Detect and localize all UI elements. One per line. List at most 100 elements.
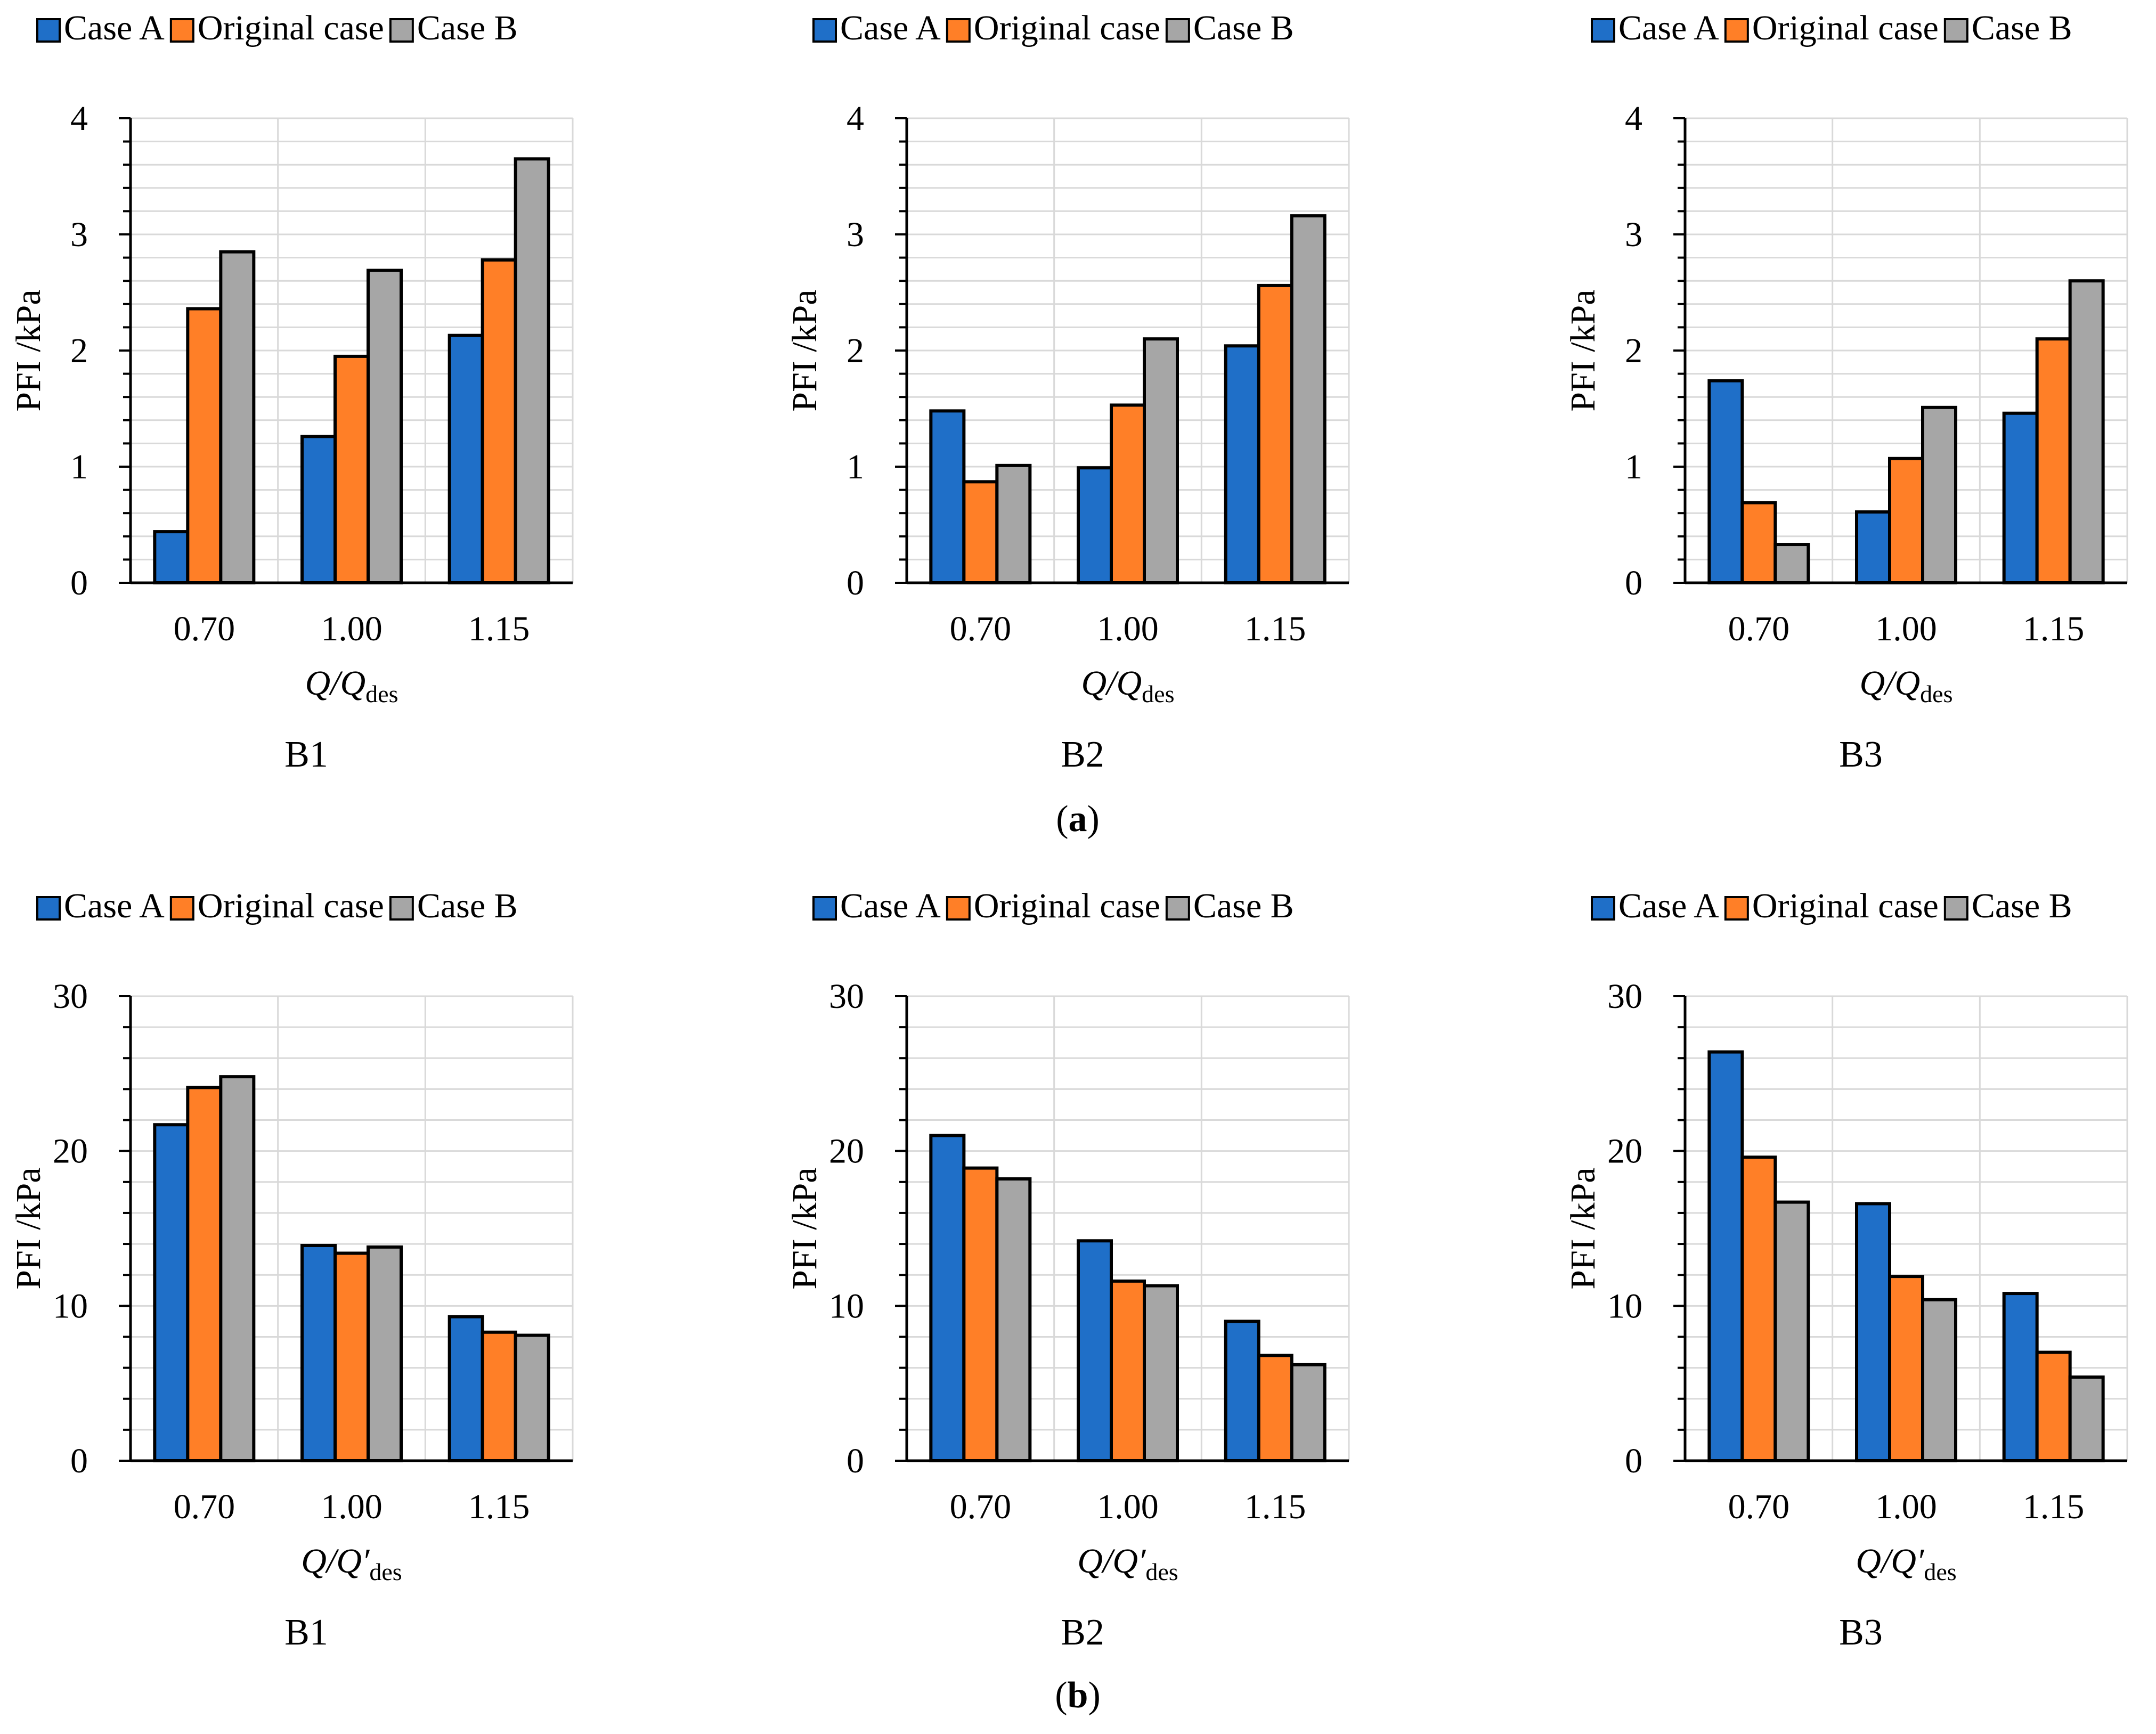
chart-a-b2: Case A Original case Case B 0 1 2 3 4 0.70 1.00 1.… xyxy=(785,9,1350,775)
legend: Case A Original case Case B xyxy=(1591,886,2072,925)
legend-swatch-1 xyxy=(1724,18,1749,43)
y-tick-label: 2 xyxy=(847,331,864,370)
bar-case-b-1.15 xyxy=(2068,1375,2105,1463)
legend-label-2: Case B xyxy=(1972,886,2072,925)
legend-swatch-0 xyxy=(812,18,837,43)
y-tick-label: 1 xyxy=(70,447,88,486)
bar-original-case-1.00 xyxy=(333,354,370,585)
legend-label-1: Original case xyxy=(198,9,384,47)
y-tick-label: 4 xyxy=(70,99,88,138)
x-tick-label: 1.15 xyxy=(1244,609,1306,648)
legend-label-2: Case B xyxy=(417,9,518,47)
y-axis-title: PFI /kPa xyxy=(785,289,824,411)
legend-swatch-1 xyxy=(946,896,971,921)
x-tick-label: 1.15 xyxy=(468,1487,530,1526)
chart-b-b2: Case A Original case Case B 0 10 20 30 0.70 1.00… xyxy=(785,886,1350,1653)
y-tick-label: 0 xyxy=(847,1442,864,1480)
chart-title: B2 xyxy=(1061,734,1104,775)
bar-case-b-0.70 xyxy=(995,1177,1032,1462)
bar-case-a-1.15 xyxy=(448,333,484,584)
y-tick-label: 30 xyxy=(53,977,88,1016)
x-tick-label: 1.15 xyxy=(2023,609,2085,648)
x-axis-title: Q/Q′des xyxy=(1077,1542,1178,1585)
x-tick-label: 0.70 xyxy=(950,609,1012,648)
bar-case-b-0.70 xyxy=(219,1075,256,1462)
y-tick-label: 2 xyxy=(1625,331,1642,370)
y-tick-label: 30 xyxy=(1607,977,1642,1016)
y-axis-title: PFI /kPa xyxy=(9,1167,48,1289)
bar-case-b-0.70 xyxy=(1773,1200,1810,1462)
x-tick-label: 0.70 xyxy=(174,1487,235,1526)
legend-swatch-1 xyxy=(169,18,194,43)
legend-swatch-2 xyxy=(1943,18,1968,43)
bar-case-a-0.70 xyxy=(1707,1050,1744,1462)
bar-case-a-0.70 xyxy=(153,1123,190,1463)
legend-swatch-2 xyxy=(1165,896,1190,921)
x-axis-title-subscript: des xyxy=(1145,1558,1178,1585)
bar-case-b-1.15 xyxy=(514,1333,550,1463)
y-tick-label: 20 xyxy=(53,1132,88,1171)
bar-case-a-1.15 xyxy=(1224,344,1260,585)
bar-case-a-0.70 xyxy=(1707,379,1744,584)
x-tick-label: 1.00 xyxy=(1097,609,1159,648)
x-tick-label: 1.00 xyxy=(321,609,383,648)
x-axis-title-subscript: des xyxy=(369,1558,402,1585)
y-tick-label: 0 xyxy=(70,564,88,603)
bar-case-a-1.00 xyxy=(1855,1202,1891,1463)
x-tick-label: 1.15 xyxy=(1244,1487,1306,1526)
legend-swatch-0 xyxy=(812,896,837,921)
legend-label-0: Case A xyxy=(840,9,941,47)
bar-case-a-1.15 xyxy=(2002,1292,2039,1463)
legend-swatch-1 xyxy=(946,18,971,43)
legend-label-2: Case B xyxy=(1193,9,1294,47)
chart-title: B3 xyxy=(1839,1612,1883,1653)
legend-swatch-0 xyxy=(36,896,61,921)
y-axis-title: PFI /kPa xyxy=(785,1167,824,1289)
bar-original-case-1.00 xyxy=(333,1251,370,1462)
bar-case-b-1.00 xyxy=(1921,1298,1957,1463)
y-tick-label: 1 xyxy=(1625,447,1642,486)
x-axis-title: Q/Q′des xyxy=(301,1542,402,1585)
bar-case-b-1.15 xyxy=(1290,1363,1327,1462)
y-tick-label: 0 xyxy=(847,564,864,603)
x-axis-title: Q/Qdes xyxy=(305,664,398,707)
bar-case-a-1.00 xyxy=(1855,510,1891,585)
bar-original-case-1.15 xyxy=(1257,283,1293,584)
bar-original-case-0.70 xyxy=(1740,1155,1777,1462)
bar-original-case-1.15 xyxy=(2035,337,2072,584)
bar-original-case-1.15 xyxy=(2035,1350,2072,1463)
y-tick-label: 20 xyxy=(1607,1132,1642,1171)
legend-swatch-2 xyxy=(389,896,414,921)
x-axis-title-subscript: des xyxy=(1924,1558,1956,1585)
bar-case-b-1.00 xyxy=(367,1245,403,1462)
x-axis-title-main: Q/Q′ xyxy=(301,1542,370,1581)
bar-original-case-0.70 xyxy=(962,1166,999,1462)
x-axis-title-subscript: des xyxy=(1920,680,1952,707)
x-axis-title-main: Q/Q′ xyxy=(1077,1542,1146,1581)
y-axis-title: PFI /kPa xyxy=(1564,289,1602,411)
legend-label-2: Case B xyxy=(417,886,518,925)
y-tick-label: 0 xyxy=(1625,1442,1642,1480)
bar-original-case-1.15 xyxy=(481,1330,517,1462)
legend-label-1: Original case xyxy=(974,9,1160,47)
bar-case-a-1.15 xyxy=(2002,411,2039,584)
bar-case-b-1.00 xyxy=(1921,405,1957,584)
y-tick-label: 10 xyxy=(53,1287,88,1325)
bar-original-case-1.00 xyxy=(1888,457,1924,584)
y-tick-label: 10 xyxy=(1607,1287,1642,1325)
y-tick-label: 10 xyxy=(829,1287,864,1325)
legend-swatch-0 xyxy=(1591,18,1615,43)
legend-label-0: Case A xyxy=(840,886,941,925)
legend-label-1: Original case xyxy=(1752,9,1939,47)
legend-label-1: Original case xyxy=(974,886,1160,925)
bar-case-b-1.15 xyxy=(2068,279,2105,584)
y-tick-label: 4 xyxy=(1625,99,1642,138)
x-axis-title-main: Q/Q xyxy=(1860,664,1921,703)
charts-layer: Case A Original case Case B 0 1 2 3 4 0.70 1.00 1.… xyxy=(9,9,2128,1653)
legend-swatch-2 xyxy=(389,18,414,43)
y-tick-label: 0 xyxy=(1625,564,1642,603)
bar-original-case-0.70 xyxy=(186,1086,223,1462)
chart-title: B2 xyxy=(1061,1612,1104,1653)
x-tick-label: 0.70 xyxy=(1728,1487,1790,1526)
